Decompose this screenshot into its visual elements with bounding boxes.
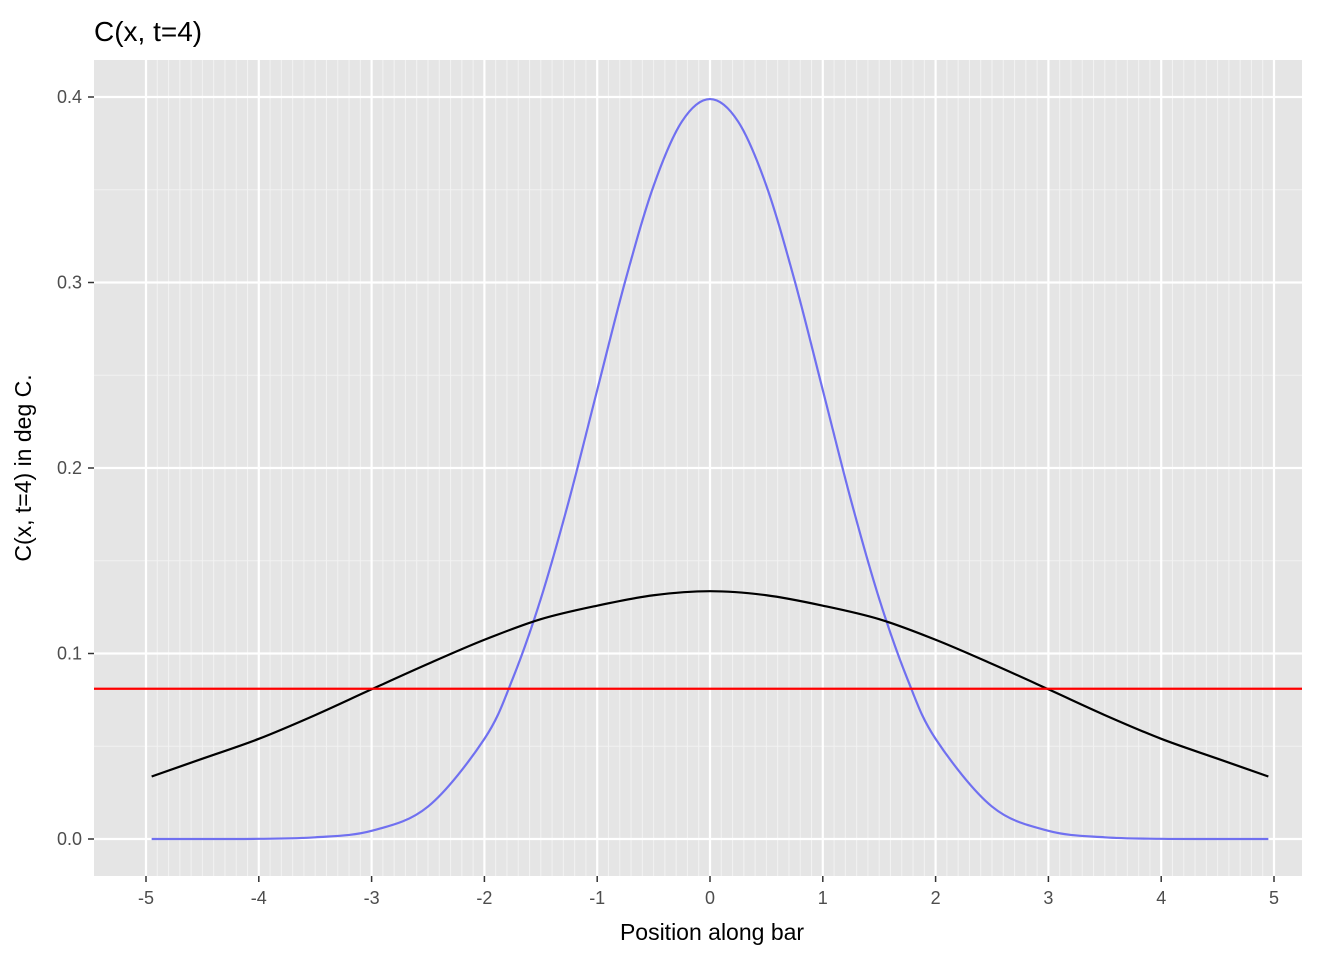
x-tick-label: -4 — [251, 888, 267, 908]
x-axis-title: Position along bar — [620, 919, 804, 945]
x-tick-label: -1 — [589, 888, 605, 908]
x-tick-label: 5 — [1269, 888, 1279, 908]
y-tick-label: 0.2 — [57, 458, 82, 478]
y-tick-label: 0.4 — [57, 87, 82, 107]
x-tick-label: -2 — [476, 888, 492, 908]
x-tick-label: 2 — [931, 888, 941, 908]
x-tick-label: -3 — [364, 888, 380, 908]
x-axis: -5 -4 -3 -2 -1 0 1 2 3 4 5 — [138, 876, 1279, 908]
y-tick-label: 0.0 — [57, 829, 82, 849]
y-axis-title: C(x, t=4) in deg C. — [10, 374, 36, 561]
y-axis: 0.0 0.1 0.2 0.3 0.4 — [57, 87, 94, 849]
series-layer — [151, 97, 1269, 841]
y-tick-label: 0.3 — [57, 273, 82, 293]
chart-title: C(x, t=4) — [94, 16, 202, 47]
x-tick-label: 4 — [1156, 888, 1166, 908]
x-tick-label: 1 — [818, 888, 828, 908]
x-tick-label: -5 — [138, 888, 154, 908]
series-line-2 — [151, 590, 1269, 778]
y-tick-label: 0.1 — [57, 644, 82, 664]
x-tick-label: 3 — [1043, 888, 1053, 908]
series-line-1 — [151, 97, 1269, 841]
x-tick-label: 0 — [705, 888, 715, 908]
